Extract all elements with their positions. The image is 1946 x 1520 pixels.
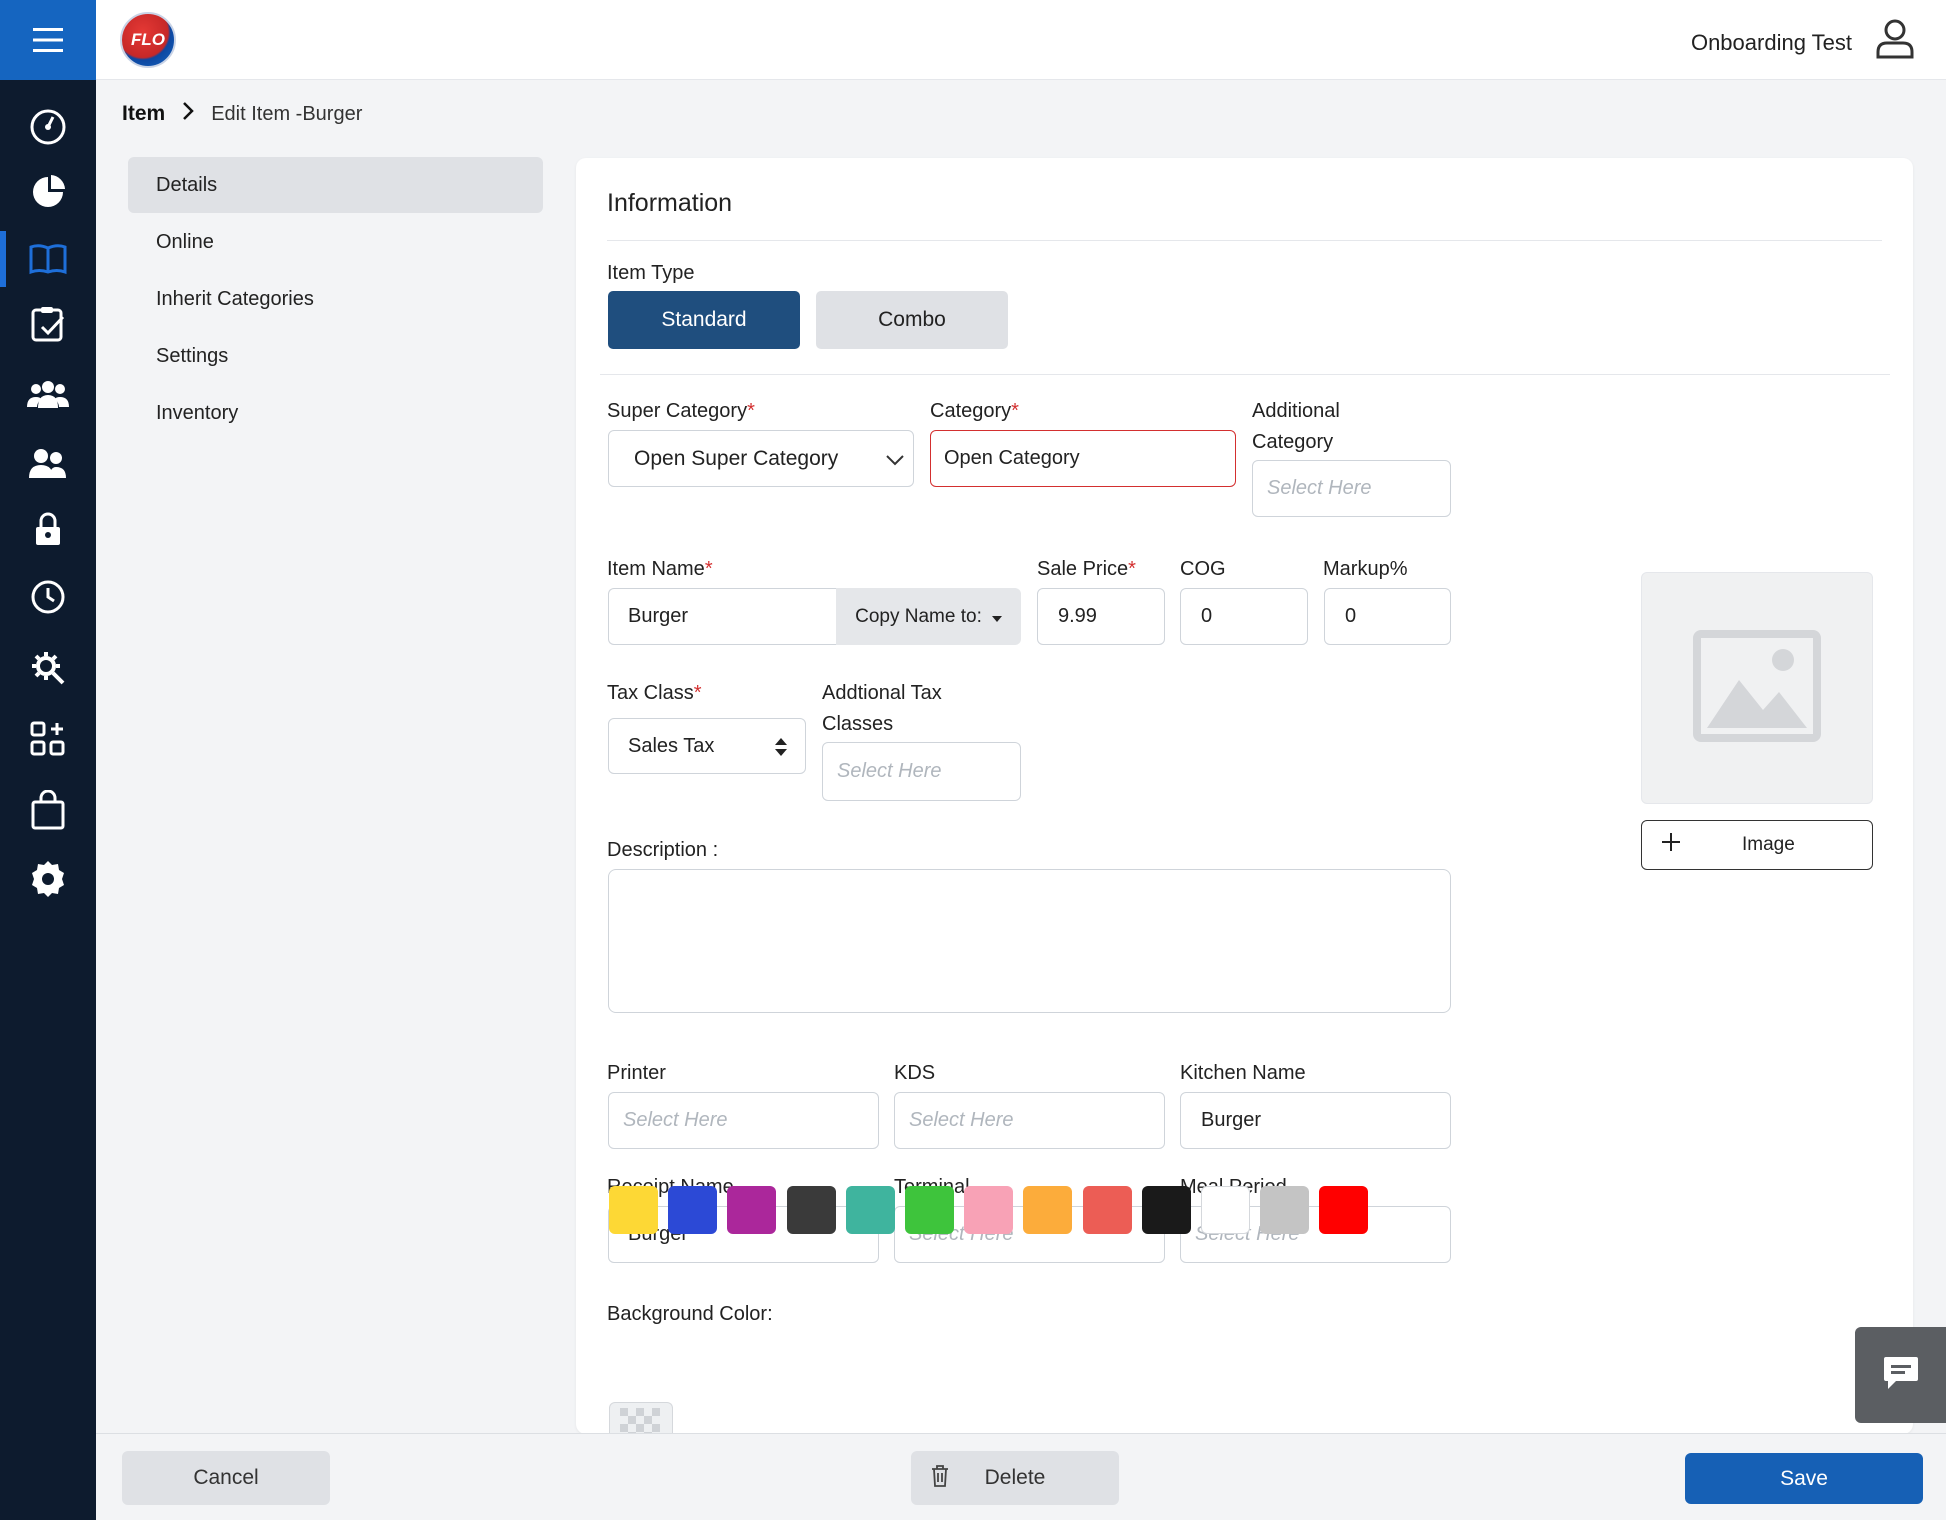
color-swatch[interactable] — [845, 1186, 895, 1234]
reports-icon[interactable] — [0, 162, 96, 222]
color-swatch[interactable] — [786, 1186, 836, 1234]
delete-button[interactable]: Delete — [911, 1451, 1119, 1505]
subnav-settings[interactable]: Settings — [156, 344, 229, 367]
color-swatch[interactable] — [727, 1186, 777, 1234]
plus-icon — [1662, 833, 1680, 857]
chat-support-button[interactable] — [1855, 1327, 1946, 1423]
sale-price-input[interactable]: 9.99 — [1037, 588, 1165, 645]
item-type-label: Item Type — [607, 262, 695, 284]
background-color-label: Background Color: — [607, 1303, 773, 1325]
additional-category-label: Additional Category — [1252, 400, 1340, 453]
clock-icon[interactable] — [0, 567, 96, 627]
kds-select[interactable]: Select Here — [894, 1092, 1165, 1149]
super-category-select[interactable]: Open Super Category — [608, 430, 914, 487]
save-button[interactable]: Save — [1685, 1453, 1923, 1504]
color-swatch[interactable] — [1319, 1186, 1369, 1234]
subnav-inventory[interactable]: Inventory — [156, 401, 239, 424]
additional-tax-label: Addtional Tax Classes — [822, 682, 942, 735]
markup-label: Markup% — [1323, 558, 1408, 580]
cancel-button[interactable]: Cancel — [122, 1451, 330, 1505]
menu-book-icon[interactable] — [0, 229, 96, 289]
cog-label: COG — [1180, 558, 1226, 580]
printer-label: Printer — [607, 1062, 666, 1084]
section-title: Information — [607, 189, 733, 217]
color-swatch[interactable] — [1201, 1186, 1250, 1234]
cog-input[interactable]: 0 — [1180, 588, 1308, 645]
kitchen-name-label: Kitchen Name — [1180, 1062, 1306, 1084]
chat-icon — [1882, 1355, 1920, 1396]
divider — [600, 374, 1890, 375]
subnav-details[interactable]: Details — [128, 157, 543, 213]
item-type-standard-button[interactable]: Standard — [608, 291, 800, 349]
item-name-label: Item Name* — [607, 558, 713, 580]
add-apps-icon[interactable] — [0, 709, 96, 769]
markup-input[interactable]: 0 — [1324, 588, 1451, 645]
color-swatch[interactable] — [964, 1186, 1014, 1234]
subnav-inherit-categories[interactable]: Inherit Categories — [156, 287, 314, 310]
kitchen-name-input[interactable]: Burger — [1180, 1092, 1451, 1149]
orders-bag-icon[interactable] — [0, 780, 96, 840]
menu-icon[interactable] — [0, 0, 96, 80]
footer-actions: Cancel Delete Save — [96, 1433, 1946, 1520]
trash-icon — [931, 1465, 949, 1493]
flo-logo[interactable]: FLO — [120, 12, 176, 68]
tax-class-select[interactable]: Sales Tax — [608, 718, 806, 774]
user-name[interactable]: Onboarding Test — [1690, 30, 1852, 55]
description-textarea[interactable] — [608, 869, 1451, 1013]
employees-icon[interactable] — [0, 433, 96, 493]
additional-category-select[interactable]: Select Here — [1252, 460, 1451, 517]
left-nav-rail — [0, 0, 96, 1520]
chevron-right-icon — [181, 100, 195, 128]
color-swatch[interactable] — [1141, 1186, 1191, 1234]
copy-name-to-dropdown[interactable]: Copy Name to: — [836, 588, 1021, 645]
category-label: Category* — [930, 400, 1019, 422]
additional-tax-select[interactable]: Select Here — [822, 742, 1021, 801]
integrations-icon[interactable] — [0, 638, 96, 698]
color-swatch[interactable] — [668, 1186, 718, 1234]
dashboard-icon[interactable] — [0, 97, 96, 157]
printer-select[interactable]: Select Here — [608, 1092, 879, 1149]
customers-icon[interactable] — [0, 364, 96, 424]
color-swatch[interactable] — [609, 1186, 658, 1234]
category-input[interactable]: Open Category — [930, 430, 1236, 487]
subnav-online[interactable]: Online — [156, 230, 214, 253]
breadcrumb-item[interactable]: Item — [122, 102, 166, 125]
super-category-label: Super Category* — [607, 400, 755, 422]
settings-icon[interactable] — [0, 849, 96, 909]
item-sections-nav: Details Online Inherit Categories Settin… — [128, 157, 543, 442]
sort-arrows-icon — [775, 737, 787, 763]
kds-label: KDS — [894, 1062, 936, 1084]
user-account-icon[interactable] — [1874, 18, 1916, 60]
color-swatch[interactable] — [905, 1186, 954, 1234]
item-image-placeholder — [1641, 572, 1873, 804]
color-swatch[interactable] — [1082, 1186, 1132, 1234]
item-name-input[interactable]: Burger — [608, 588, 838, 645]
image-icon — [1693, 629, 1821, 747]
chevron-down-icon — [885, 449, 905, 473]
divider — [607, 240, 1882, 241]
breadcrumb-current: Edit Item -Burger — [211, 102, 363, 125]
color-swatch[interactable] — [1023, 1186, 1073, 1234]
transparent-color-swatch[interactable] — [609, 1402, 673, 1434]
top-bar: FLO Onboarding Test — [96, 0, 1946, 80]
lock-icon[interactable] — [0, 499, 96, 559]
item-type-combo-button[interactable]: Combo — [816, 291, 1008, 349]
add-image-button[interactable]: Image — [1641, 820, 1873, 870]
breadcrumb: Item Edit Item -Burger — [122, 100, 362, 128]
checklist-icon[interactable] — [0, 294, 96, 354]
caret-down-icon — [991, 606, 1002, 628]
color-swatch[interactable] — [1260, 1186, 1310, 1234]
description-label: Description : — [607, 839, 719, 861]
sale-price-label: Sale Price* — [1037, 558, 1136, 580]
tax-class-label: Tax Class* — [607, 682, 702, 704]
